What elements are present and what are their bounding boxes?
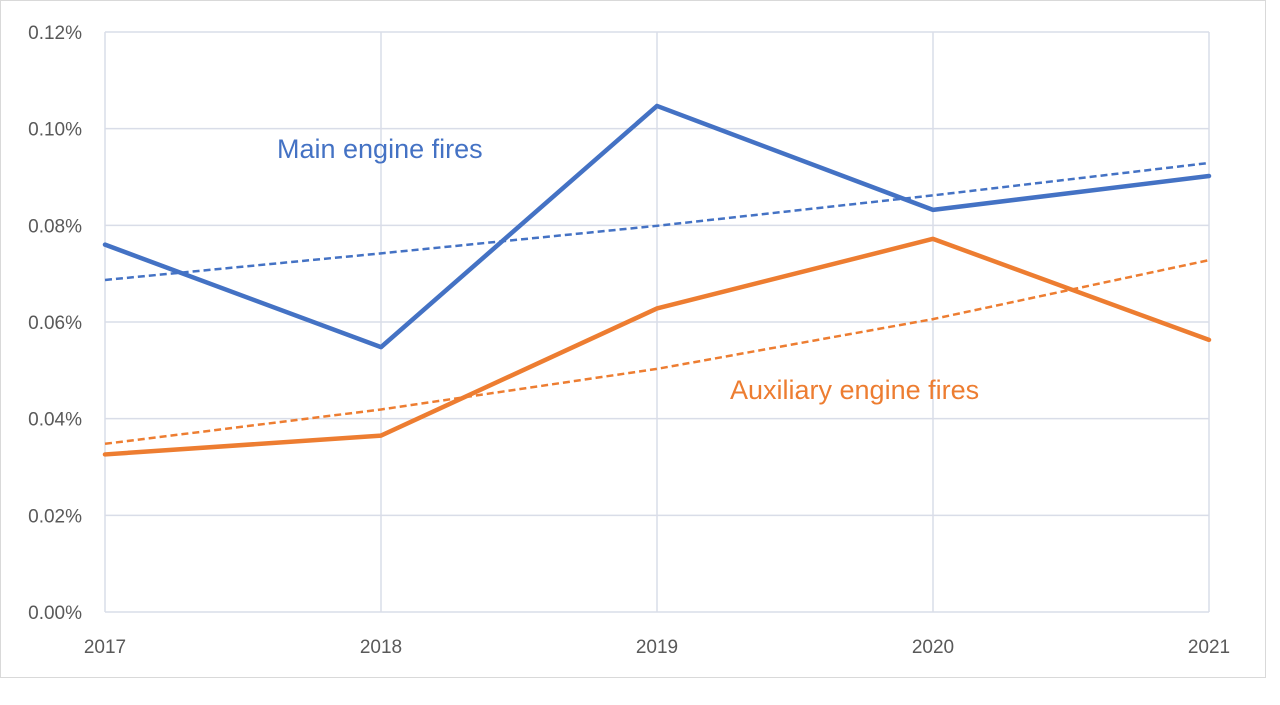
y-tick-label: 0.10%: [28, 120, 82, 141]
chart-frame: [0, 0, 1266, 678]
x-axis-tick-labels: 2017 2018 2019 2020 2021: [84, 637, 1230, 658]
x-tick-label: 2020: [912, 637, 954, 658]
main-engine-fires-trendline: [104, 161, 1210, 282]
y-tick-label: 0.00%: [28, 603, 82, 624]
y-tick-label: 0.08%: [28, 216, 82, 237]
x-tick-label: 2018: [360, 637, 402, 658]
series-lines: [102, 103, 1212, 457]
x-tick-label: 2017: [84, 637, 126, 658]
main-engine-fires-label: Main engine fires: [277, 134, 483, 164]
auxiliary-engine-fires-label: Auxiliary engine fires: [730, 375, 979, 405]
y-tick-label: 0.02%: [28, 506, 82, 527]
y-tick-label: 0.04%: [28, 410, 82, 431]
gridlines: [104, 31, 1210, 613]
y-tick-label: 0.06%: [28, 313, 82, 334]
trendlines: [104, 161, 1210, 446]
y-tick-label: 0.12%: [28, 23, 82, 44]
x-tick-label: 2021: [1188, 637, 1230, 658]
y-axis-tick-labels: 0.00% 0.02% 0.04% 0.06% 0.08% 0.10% 0.12%: [28, 23, 82, 624]
line-chart: 0.00% 0.02% 0.04% 0.06% 0.08% 0.10% 0.12% 2017…: [28, 23, 1230, 658]
x-tick-label: 2019: [636, 637, 678, 658]
